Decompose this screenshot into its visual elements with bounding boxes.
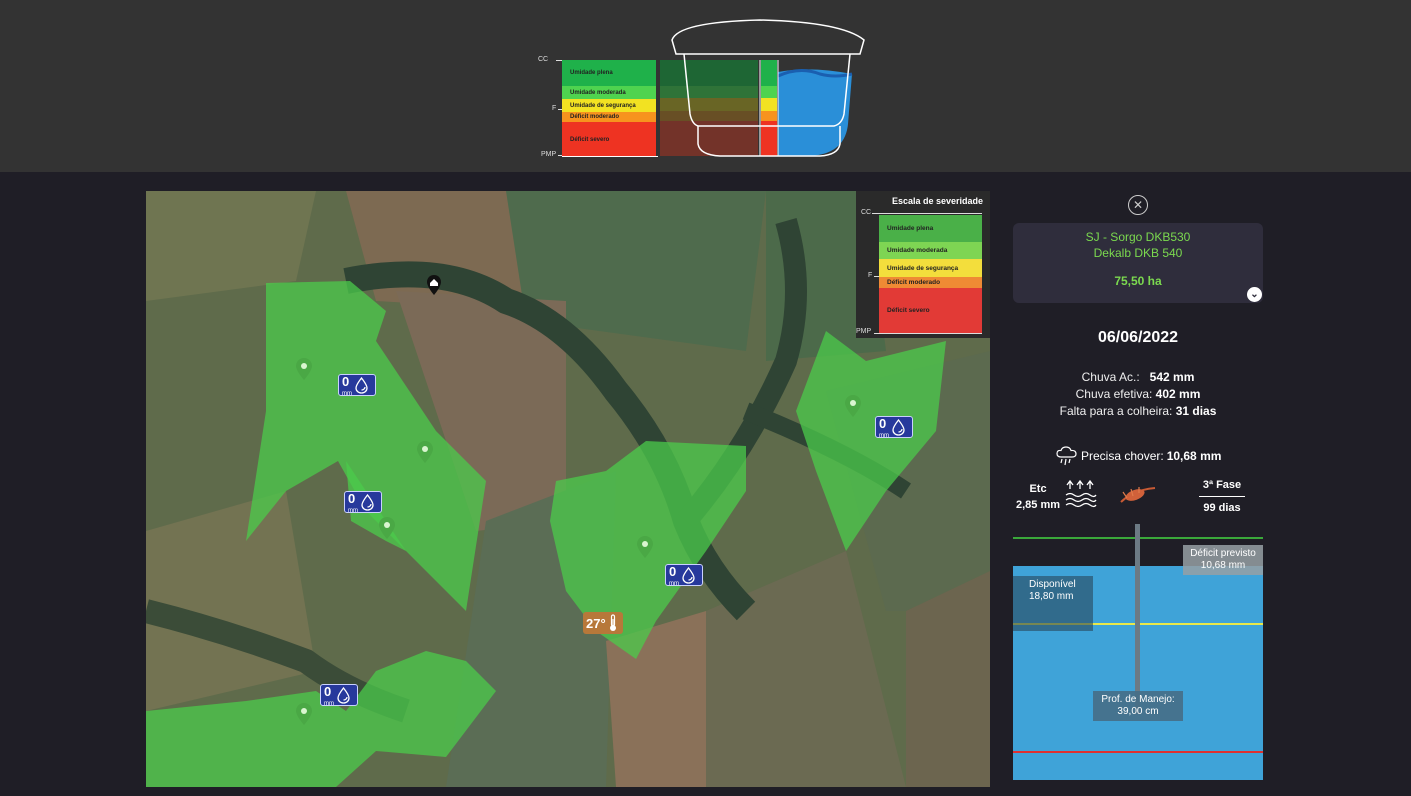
current-date: 06/06/2022 <box>1097 329 1179 346</box>
rain-value: 0 <box>342 374 350 389</box>
legend-band-deficit-moderado: Déficit moderado <box>879 277 982 288</box>
legend-band-umidade-plena: Umidade plena <box>879 215 982 242</box>
severity-legend: Escala de severidade CC F PMP Umidade pl… <box>856 191 990 338</box>
need-rain-value: 10,68 mm <box>1166 449 1222 463</box>
rain-stats: Chuva Ac.: 542 mm Chuva efetiva: 402 mm … <box>1013 369 1263 420</box>
wilting-point-line <box>1013 751 1263 753</box>
water-drop-icon <box>355 376 368 394</box>
field-pin-icon[interactable] <box>379 517 395 539</box>
water-drop-icon <box>682 566 695 584</box>
rain-cloud-icon <box>1056 446 1077 466</box>
band-umidade-plena: Umidade plena <box>562 60 656 86</box>
legend-line <box>874 333 982 334</box>
water-drop-icon <box>361 493 374 511</box>
predicted-deficit-label: Déficit previsto 10,68 mm <box>1183 545 1263 575</box>
tick-f: F <box>552 105 557 112</box>
tick-cc: CC <box>538 56 549 63</box>
chuva-acumulada: Chuva Ac.: 542 mm <box>1081 370 1195 384</box>
legend-band-umidade-moderada: Umidade moderada <box>879 242 982 259</box>
chevron-down-icon[interactable]: ⌄ <box>1247 287 1262 302</box>
water-tank-icon <box>660 19 865 157</box>
tick-pmp: PMP <box>541 151 557 158</box>
need-rain-label: Precisa chover: <box>1081 449 1164 463</box>
moisture-scale: CC F PMP Umidade plena Umidade moderada … <box>538 56 778 160</box>
tick-line <box>558 155 564 156</box>
rain-unit: mm <box>879 433 889 439</box>
band-umidade-seguranca: Umidade de segurança <box>562 99 656 112</box>
rain-unit: mm <box>348 508 358 514</box>
rain-badge[interactable]: 0 mm <box>875 416 913 439</box>
legend-tick-pmp: PMP <box>856 328 872 335</box>
map-terrain <box>146 191 990 787</box>
need-rain: Precisa chover: 10,68 mm <box>1056 446 1221 466</box>
field-pin-icon[interactable] <box>637 536 653 558</box>
rain-badge[interactable]: 0 mm <box>344 491 382 514</box>
rain-badge[interactable]: 0 mm <box>320 684 358 707</box>
rain-unit: mm <box>342 391 352 397</box>
tick-line <box>556 60 564 61</box>
top-banner: CC F PMP Umidade plena Umidade moderada … <box>0 0 1411 172</box>
close-icon: ✕ <box>1132 198 1144 212</box>
rain-unit: mm <box>324 701 334 707</box>
falta-colheita: Falta para a colheira: 31 dias <box>1059 404 1217 418</box>
field-name: SJ - Sorgo DKB530 Dekalb DKB 540 <box>1085 230 1191 260</box>
rain-value: 0 <box>348 491 356 506</box>
legend-tick-f: F <box>868 272 873 279</box>
field-card[interactable]: SJ - Sorgo DKB530 Dekalb DKB 540 75,50 h… <box>1013 223 1263 303</box>
temperature-value: 27° <box>586 615 606 631</box>
field-pin-icon[interactable] <box>296 703 312 725</box>
rain-value: 0 <box>324 684 332 699</box>
soil-water-chart: Disponível 18,80 mm Déficit previsto 10,… <box>1013 524 1263 780</box>
home-pin-icon[interactable] <box>427 275 441 295</box>
sorghum-icon <box>1120 487 1156 503</box>
management-depth-label: Prof. de Manejo: 39,00 cm <box>1093 691 1183 721</box>
band-deficit-severo: Déficit severo <box>562 122 656 157</box>
rain-badge[interactable]: 0 mm <box>338 374 376 397</box>
legend-title: Escala de severidade <box>892 196 984 206</box>
legend-line <box>872 213 982 214</box>
water-drop-icon <box>337 686 350 704</box>
legend-tick-cc: CC <box>861 209 872 216</box>
satellite-map[interactable]: 0 mm 0 mm 0 mm 0 mm 0 mm 27° <box>146 191 990 787</box>
field-pin-icon[interactable] <box>417 441 433 463</box>
chuva-efetiva: Chuva efetiva: 402 mm <box>1075 387 1201 401</box>
available-water-label: Disponível 18,80 mm <box>1013 576 1093 631</box>
legend-band-umidade-seguranca: Umidade de segurança <box>879 259 982 277</box>
legend-band-deficit-severo: Déficit severo <box>879 288 982 333</box>
scale-baseline <box>562 156 658 157</box>
legend-line <box>874 276 880 277</box>
rain-value: 0 <box>669 564 677 579</box>
field-pin-icon[interactable] <box>845 395 861 417</box>
band-deficit-moderado: Déficit moderado <box>562 112 656 122</box>
etc-block: Etc 2,85 mm <box>1016 483 1061 511</box>
temperature-badge[interactable]: 27° <box>583 612 623 634</box>
depth-probe <box>1135 524 1140 714</box>
close-button[interactable]: ✕ <box>1128 195 1148 215</box>
band-umidade-moderada: Umidade moderada <box>562 86 656 99</box>
rain-badge[interactable]: 0 mm <box>665 564 703 587</box>
evapotranspiration-icon <box>1065 479 1097 508</box>
thermometer-icon <box>609 614 616 631</box>
field-pin-icon[interactable] <box>296 358 312 380</box>
phase-block: 3ª Fase 99 dias <box>1199 477 1245 516</box>
field-area: 75,50 ha <box>1114 274 1162 288</box>
rain-value: 0 <box>879 416 887 431</box>
rain-unit: mm <box>669 581 679 587</box>
water-drop-icon <box>892 418 905 436</box>
tick-line <box>558 109 564 110</box>
